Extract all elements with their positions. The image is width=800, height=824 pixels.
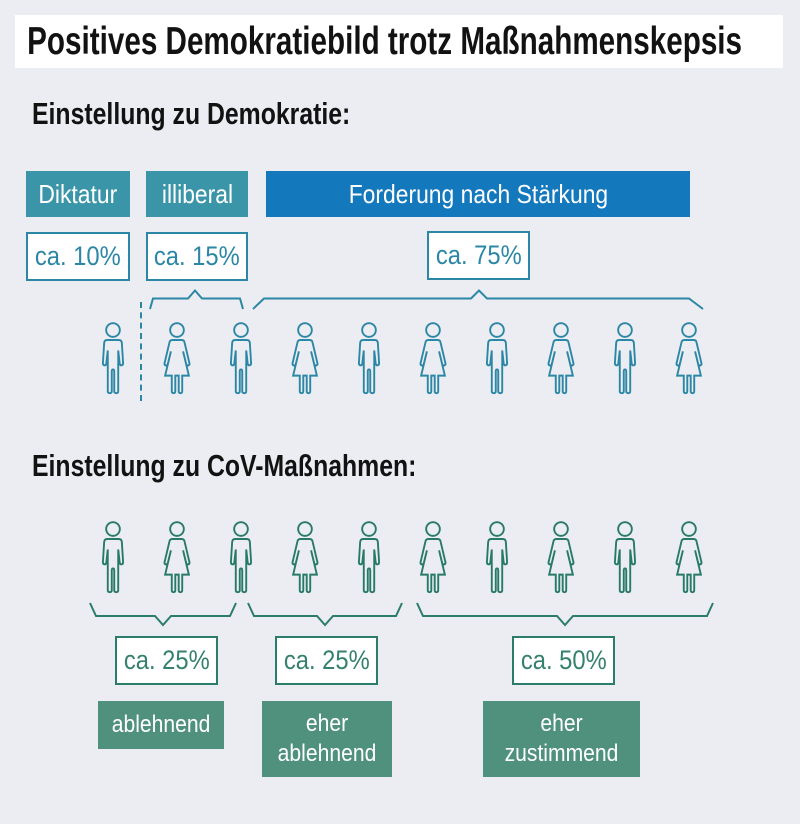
male-person-icon [220,321,262,397]
brace-eher-zustimmend [416,602,714,627]
female-person-icon [668,321,710,397]
pictogram-row-demokratie [92,321,710,397]
female-person-icon [284,520,326,596]
category-label-diktatur: Diktatur [26,171,130,217]
answer-label-ablehnend: ablehnend [98,701,224,749]
male-person-icon [92,520,134,596]
male-person-icon [604,520,646,596]
male-person-icon [348,520,390,596]
brace-illiberal [149,288,244,310]
brace-forderung [252,289,704,310]
percent-box-diktatur: ca. 10% [26,232,130,281]
answer-label-eher-ablehnend: eher ablehnend [262,701,392,777]
female-person-icon [540,520,582,596]
male-person-icon [92,321,134,397]
brace-ablehnend [89,602,237,627]
section-massnahmen-heading: Einstellung zu CoV-Maßnahmen: [32,448,417,483]
category-label-illiberal: illiberal [146,171,248,217]
female-person-icon [412,520,454,596]
percent-box-eher-zustimmend: ca. 50% [512,636,615,685]
category-label-forderung: Forderung nach Stärkung [266,171,690,217]
male-person-icon [476,520,518,596]
brace-eher-ablehnend [247,602,403,627]
male-person-icon [476,321,518,397]
percent-box-eher-ablehnend: ca. 25% [275,636,378,685]
male-person-icon [604,321,646,397]
female-person-icon [156,321,198,397]
page-title: Positives Demokratiebild trotz Maßnahmen… [27,20,743,63]
female-person-icon [668,520,710,596]
female-person-icon [412,321,454,397]
percent-box-illiberal: ca. 15% [146,232,248,281]
answer-label-eher-zustimmend: eher zustimmend [483,701,640,777]
title-bar: Positives Demokratiebild trotz Maßnahmen… [15,15,783,68]
pictogram-row-massnahmen [92,520,710,596]
percent-box-ablehnend: ca. 25% [115,636,218,685]
female-person-icon [156,520,198,596]
male-person-icon [348,321,390,397]
dashed-divider [140,302,142,401]
female-person-icon [540,321,582,397]
female-person-icon [284,321,326,397]
section-demokratie-heading: Einstellung zu Demokratie: [32,96,351,131]
percent-box-forderung: ca. 75% [427,231,530,280]
male-person-icon [220,520,262,596]
